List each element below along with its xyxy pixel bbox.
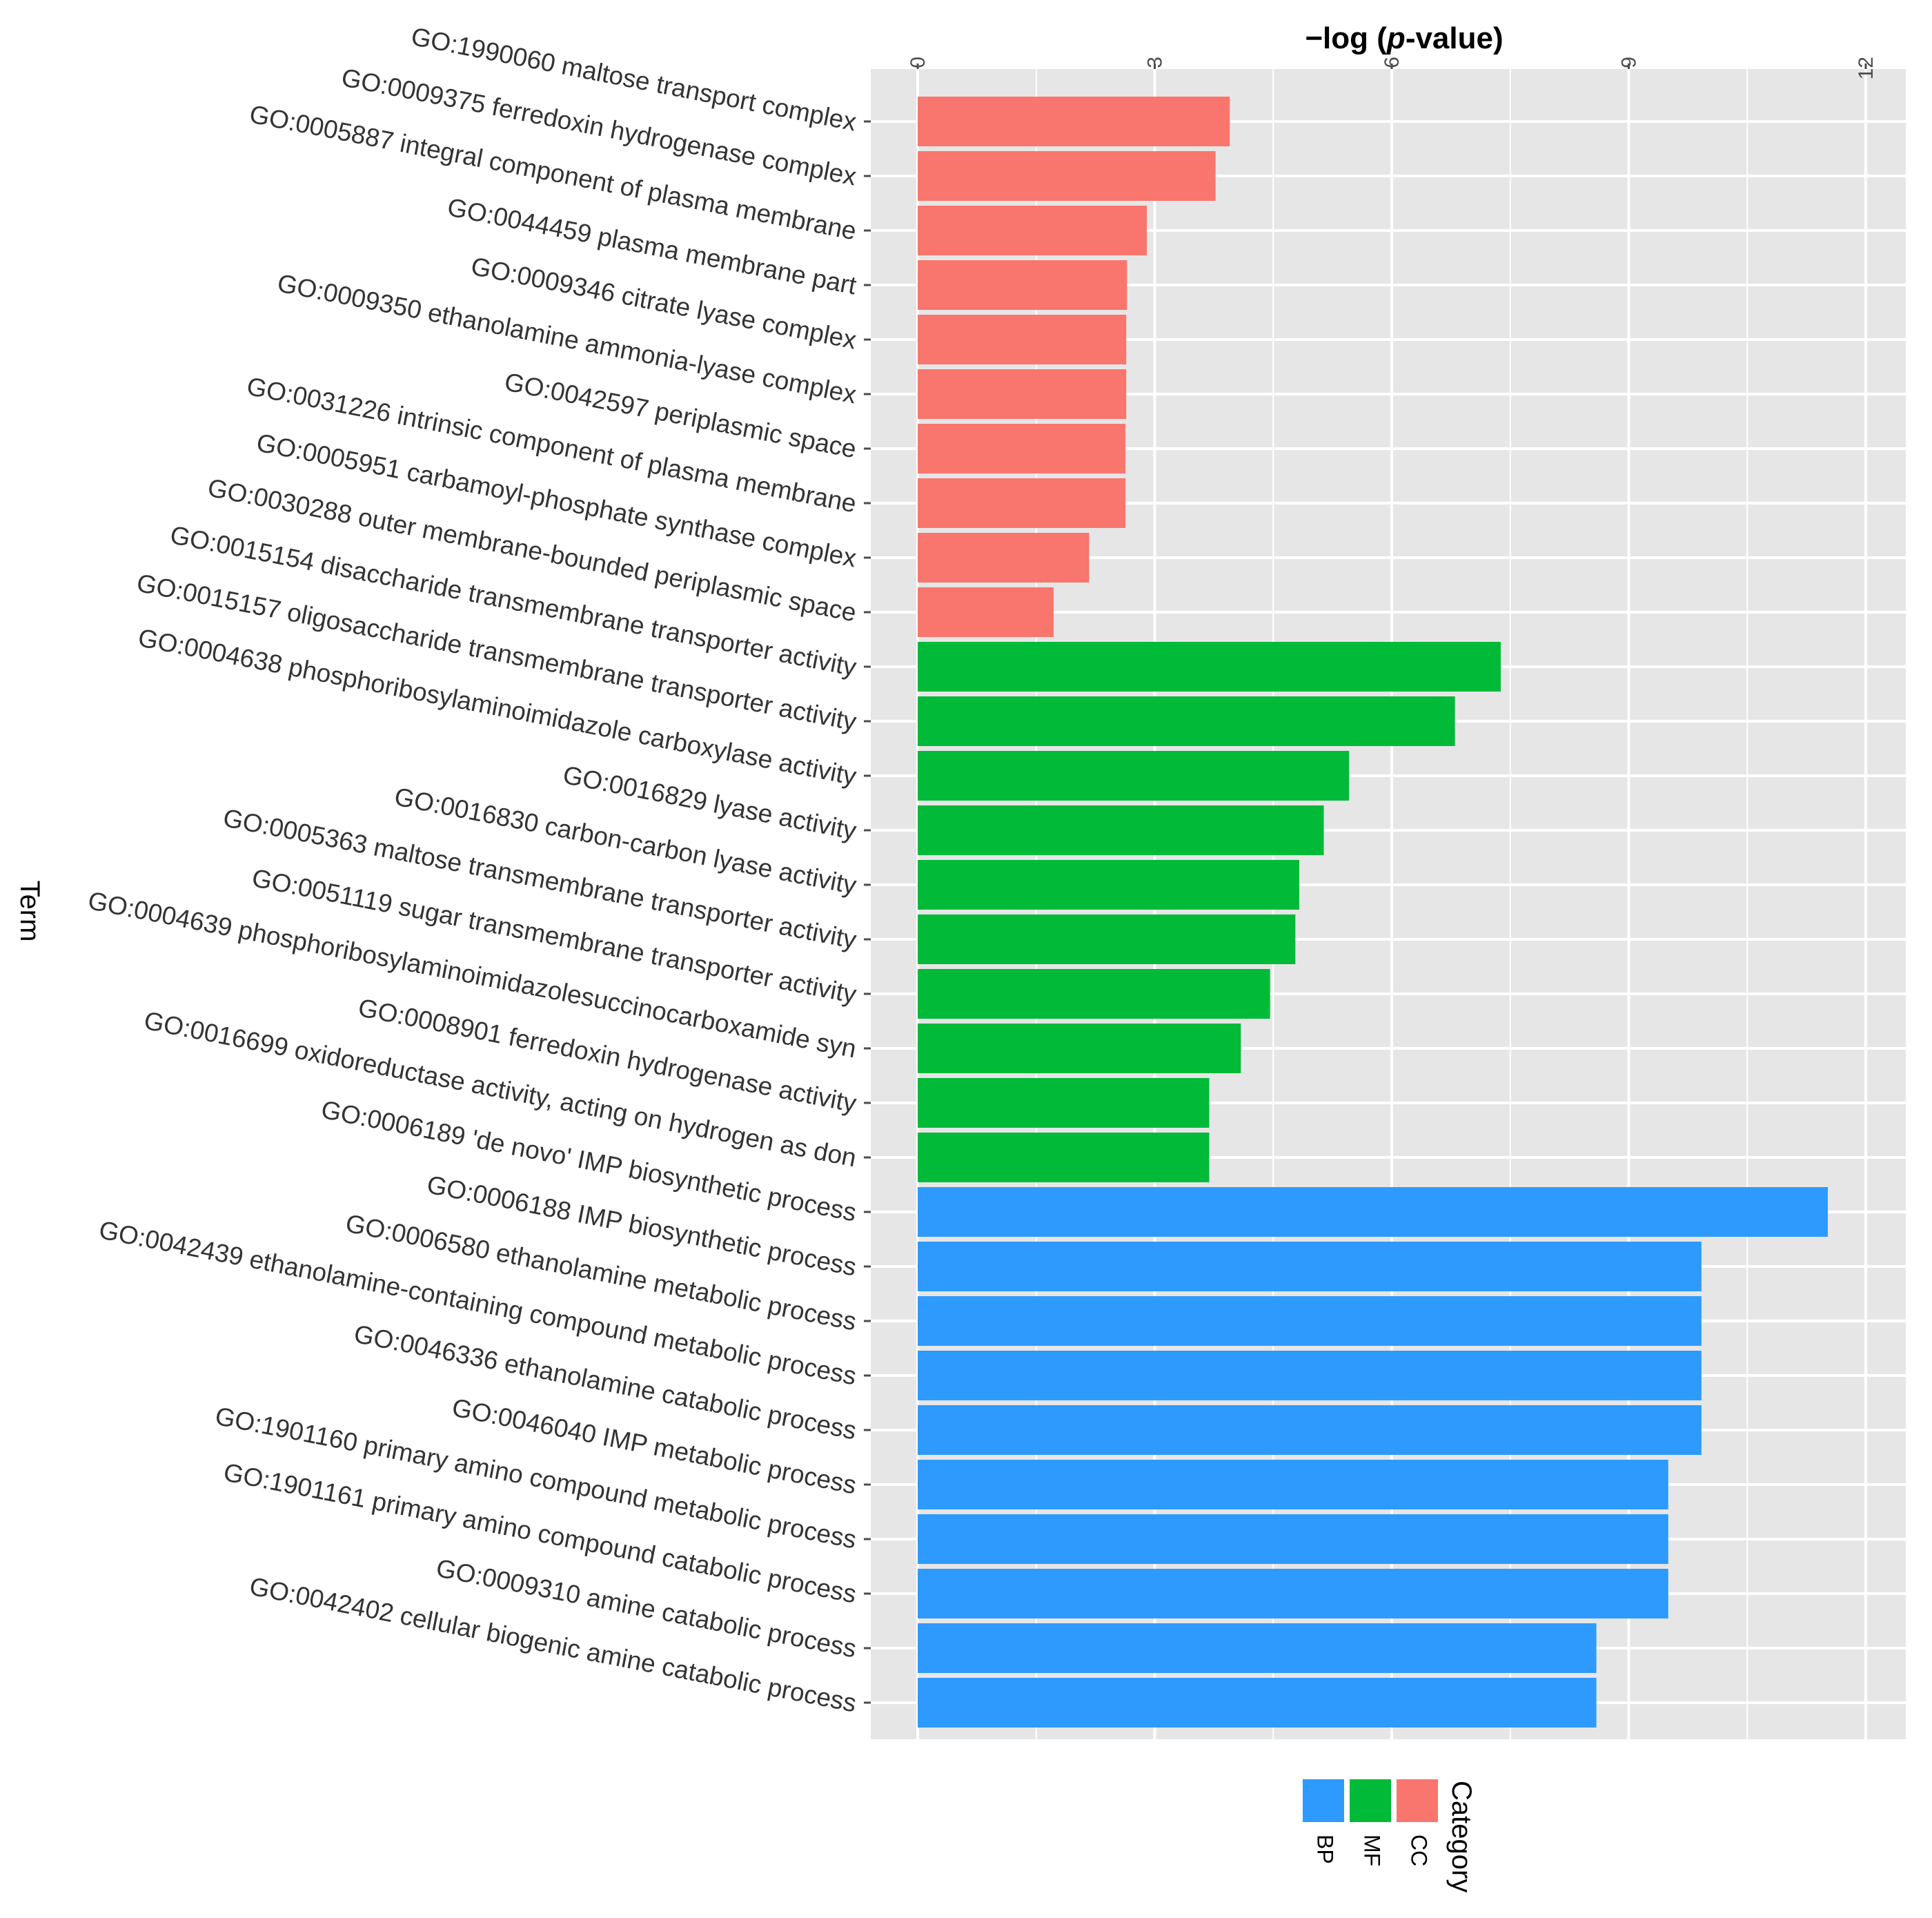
bar-mf <box>918 1078 1210 1128</box>
bar-mf <box>918 969 1270 1019</box>
legend-label-mf: MF <box>1360 1834 1385 1866</box>
bar-cc <box>918 533 1090 583</box>
x-tick-label: 9 <box>1618 57 1641 68</box>
bar-mf <box>918 860 1300 910</box>
bar-bp <box>918 1187 1828 1237</box>
bar-bp <box>918 1296 1702 1346</box>
bar-cc <box>918 315 1127 364</box>
bar-bp <box>918 1242 1702 1291</box>
bar-bp <box>918 1514 1668 1564</box>
bar-cc <box>918 369 1127 419</box>
x-tick-label: 0 <box>907 57 929 68</box>
bar-cc <box>918 478 1126 528</box>
x-tick-label: 6 <box>1381 57 1403 68</box>
bars <box>918 97 1828 1728</box>
bar-bp <box>918 1405 1702 1455</box>
bar-bp <box>918 1351 1702 1400</box>
legend-title: Category <box>1446 1781 1477 1892</box>
legend-label-cc: CC <box>1407 1834 1432 1866</box>
bar-mf <box>918 751 1350 801</box>
y-axis-title: Term <box>14 881 45 942</box>
bar-bp <box>918 1678 1597 1728</box>
bar-cc <box>918 587 1054 637</box>
bar-cc <box>918 424 1126 473</box>
grid <box>871 69 1906 1739</box>
bar-bp <box>918 1569 1668 1618</box>
legend: Category BP MF CC <box>1303 1779 1477 1892</box>
bar-mf <box>918 642 1501 692</box>
bar-mf <box>918 805 1324 855</box>
bar-cc <box>918 260 1127 310</box>
bar-cc <box>918 206 1147 255</box>
x-axis-title: −log (p-value) <box>1305 21 1503 55</box>
x-axis: 0 3 6 9 12 <box>907 57 1877 79</box>
legend-key-bp <box>1303 1779 1344 1822</box>
bar-mf <box>918 914 1296 964</box>
x-tick-label: 12 <box>1855 57 1877 79</box>
bar-bp <box>918 1460 1668 1509</box>
bar-mf <box>918 1133 1210 1182</box>
legend-label-bp: BP <box>1313 1834 1338 1864</box>
bar-mf <box>918 1024 1241 1073</box>
bar-cc <box>918 97 1230 146</box>
legend-key-mf <box>1350 1779 1391 1822</box>
bar-bp <box>918 1623 1597 1673</box>
bar-cc <box>918 151 1216 201</box>
legend-key-cc <box>1397 1779 1438 1822</box>
y-axis: GO:1990060 maltose transport complexGO:0… <box>86 22 871 1717</box>
x-tick-label: 3 <box>1144 57 1167 68</box>
bar-mf <box>918 696 1455 746</box>
